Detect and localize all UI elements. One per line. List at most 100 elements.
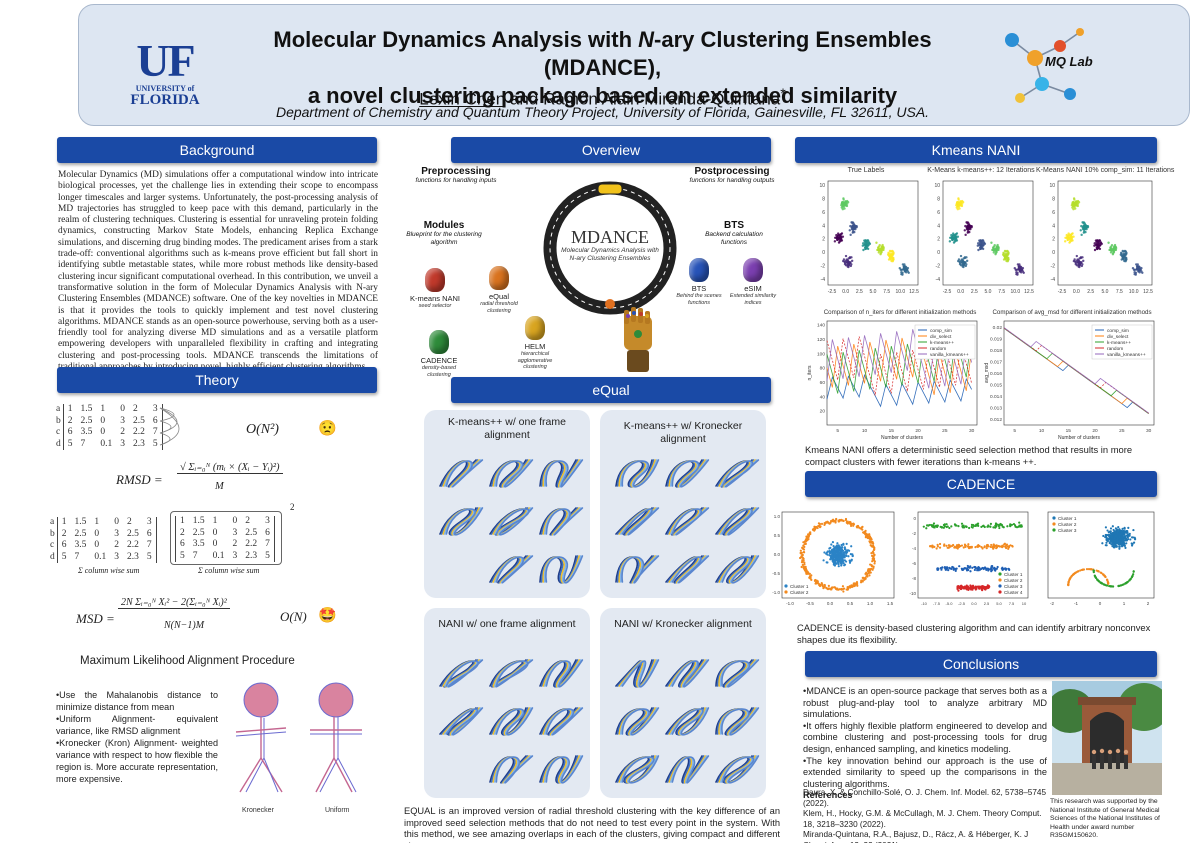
scatter-point — [985, 568, 988, 571]
matrix-row-label: b — [56, 415, 61, 426]
matrix-cell: 0 — [212, 527, 218, 538]
scatter-point — [964, 525, 967, 528]
strand — [671, 755, 710, 784]
car-icon — [597, 183, 623, 195]
scatter-point — [1074, 571, 1077, 574]
scatter-point — [834, 553, 837, 556]
y-tick-label: -10 — [909, 591, 916, 596]
scatter-point — [955, 202, 959, 205]
scatter-point — [816, 526, 819, 530]
x-tick-label: 2 — [1147, 601, 1150, 606]
scatter-point — [1002, 568, 1005, 571]
matrix-cell: 2.5 — [74, 528, 87, 539]
scatter-point — [867, 241, 871, 244]
scatter-point — [873, 562, 876, 565]
matrix-row-label: a — [56, 404, 61, 414]
scatter-point — [799, 549, 802, 552]
modules-sub: Blueprint for the clustering algorithm — [406, 231, 482, 246]
scatter-point — [1122, 583, 1125, 586]
scatter-point — [1100, 581, 1103, 585]
matrix-cell: 2.3 — [133, 438, 145, 449]
scatter-point — [848, 549, 851, 552]
strand — [721, 507, 760, 536]
scatter-point — [1119, 533, 1122, 536]
complexity-n2: O(N²) — [246, 422, 279, 437]
scatter-point — [866, 247, 870, 251]
scatter-point — [835, 233, 838, 237]
kmeans-scatter-nani: 10 8 6 4 2 0 -2 -4-2.5 0.0 2.5 5.0 7.5 10.0 12.5 — [1049, 180, 1153, 295]
equal-caption: EQUAL is an improved version of radial t… — [404, 806, 780, 843]
scatter-point — [958, 565, 961, 568]
scatter-point — [1104, 535, 1107, 539]
scatter-point — [980, 588, 984, 591]
scatter-point — [1123, 531, 1126, 534]
legend-marker — [998, 572, 1002, 576]
gem-icon — [425, 268, 445, 292]
strand — [721, 659, 760, 688]
scatter-point — [842, 258, 846, 261]
scatter-point — [948, 544, 951, 547]
legend-label: Cluster 2 — [1058, 522, 1077, 527]
scatter-point — [901, 263, 905, 266]
scatter-point — [962, 265, 965, 269]
scatter-point — [801, 556, 804, 559]
y-tick-label: 0 — [1052, 250, 1055, 256]
scatter-point — [833, 586, 836, 589]
scatter-point — [1015, 272, 1018, 276]
scatter-point — [979, 586, 982, 589]
matrix-cell: 6 — [174, 539, 189, 551]
conclusion-bullet: •It offers highly flexible platform engi… — [803, 720, 1047, 754]
scatter-point — [847, 265, 850, 269]
matrix-row: c 6 3.5 0 2 2.2 7 — [52, 427, 163, 439]
scatter-point — [950, 233, 953, 237]
uf-logo-florida: FLORIDA — [130, 92, 200, 108]
aligned-strands-plot — [615, 459, 760, 584]
scatter-point — [864, 577, 867, 580]
scatter-point — [1119, 584, 1123, 587]
scatter-point — [840, 232, 844, 235]
reference-item: Miranda-Quintana, R.A., Bajusz, D., Rácz… — [803, 830, 1029, 843]
data-matrix-left: a 1 1.5 1 0 2 3 b 2 2.5 0 3 2.5 6 c 6 3.5 0 2 2.2 7 d 5 7 0.1 3 2.… — [46, 517, 157, 563]
y-tick-label: 2 — [1052, 237, 1055, 243]
scatter-point — [998, 526, 1001, 530]
x-tick-label: 12.5 — [909, 289, 919, 295]
aligned-strands-plot — [615, 659, 760, 784]
scatter-point — [931, 546, 934, 549]
matrix-cell: 3 — [148, 404, 163, 416]
y-tick-label: 8 — [822, 196, 825, 202]
gem-icon — [429, 330, 449, 354]
scatter-point — [1113, 243, 1117, 247]
module-sub: radial threshold clustering — [480, 301, 518, 314]
scatter-point — [844, 560, 848, 563]
x-tick-label: -5.0 — [946, 601, 954, 606]
scatter-point — [1080, 233, 1083, 237]
scatter-point — [993, 243, 996, 247]
scatter-point — [824, 522, 827, 525]
scatter-point — [962, 587, 965, 590]
scatter-point — [1071, 202, 1074, 205]
scatter-point — [1067, 232, 1070, 235]
scatter-point — [842, 549, 845, 552]
scatter-point — [980, 546, 983, 549]
matrix-cell: 7 — [142, 540, 157, 552]
y-tick-label: 140 — [817, 323, 825, 329]
scatter-point — [845, 542, 848, 545]
scatter-point — [1129, 578, 1132, 581]
scatter-point — [980, 239, 983, 243]
scatter-point — [854, 583, 857, 586]
scatter-point — [1000, 523, 1004, 527]
y-tick-label: 8 — [1052, 196, 1055, 202]
matrix-cell: 3 — [120, 438, 125, 449]
scatter-point — [986, 545, 990, 548]
preprocessing-title: Preprocessing — [421, 166, 491, 177]
scatter-point — [841, 235, 845, 238]
matrix-row: 5 7 0.1 3 2.3 5 — [174, 550, 275, 562]
scatter-point — [1001, 544, 1004, 547]
scatter-point — [936, 524, 939, 527]
kmeans-scatter-true: 10 8 6 4 2 0 -2 -4-2.5 0.0 2.5 5.0 7.5 10.0 12.5 — [819, 180, 919, 295]
scatter-point — [839, 555, 842, 558]
scatter-point — [1070, 238, 1073, 241]
scatter-point — [1099, 241, 1103, 244]
scatter-point — [801, 553, 804, 557]
scatter-point — [878, 243, 881, 247]
